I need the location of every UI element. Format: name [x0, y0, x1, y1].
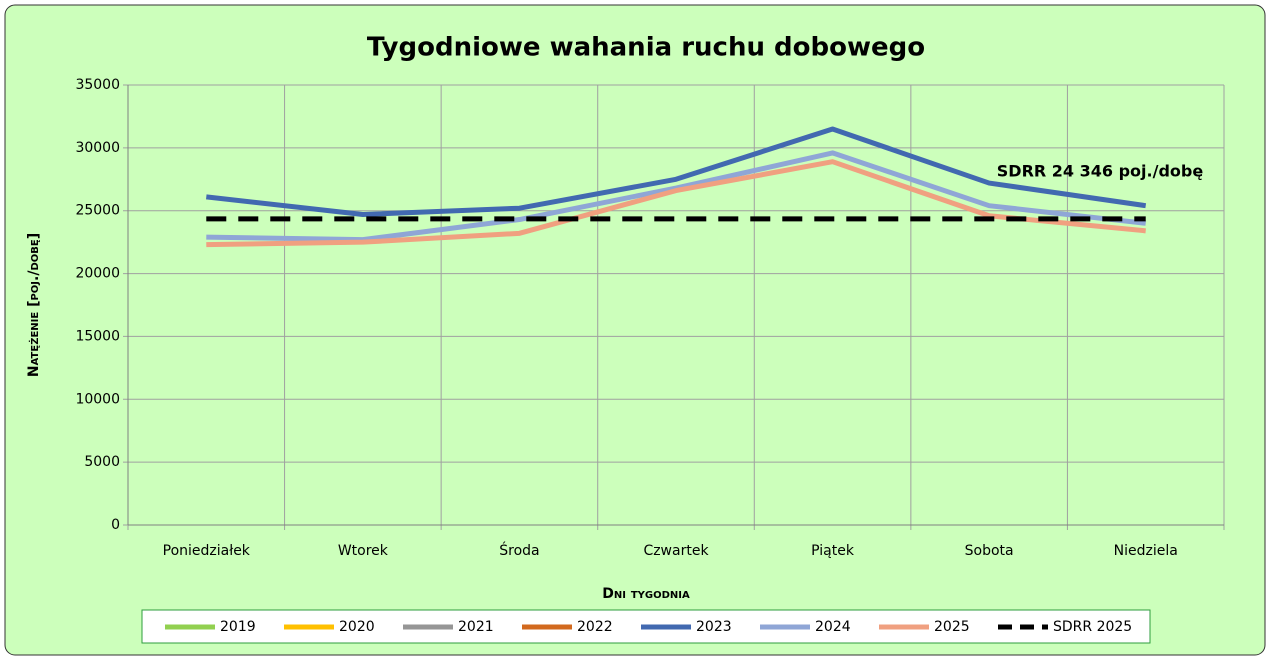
legend-label: SDRR 2025: [1053, 619, 1132, 635]
x-axis-title: Dni tygodnia: [602, 586, 690, 602]
x-tick-label: Poniedziałek: [163, 543, 251, 559]
legend-label: 2022: [577, 619, 613, 635]
y-tick-label: 10000: [75, 391, 120, 407]
y-axis-title: Natężenie [poj./dobę]: [26, 233, 42, 377]
x-tick-label: Środa: [499, 541, 539, 559]
y-tick-label: 25000: [75, 203, 120, 219]
x-tick-label: Sobota: [965, 543, 1014, 559]
chart-title: Tygodniowe wahania ruchu dobowego: [367, 33, 925, 63]
y-tick-label: 30000: [75, 140, 120, 156]
legend-label: 2019: [220, 619, 256, 635]
y-tick-label: 20000: [75, 266, 120, 282]
y-tick-label: 15000: [75, 328, 120, 344]
legend-label: 2025: [934, 619, 970, 635]
x-tick-label: Piątek: [811, 543, 855, 559]
legend-label: 2020: [339, 619, 375, 635]
x-tick-label: Niedziela: [1114, 543, 1178, 559]
series-line: [206, 126, 1147, 217]
series-line: [206, 159, 1146, 248]
x-tick-label: Czwartek: [643, 543, 709, 559]
plot-area: [128, 85, 1224, 525]
y-tick-label: 35000: [75, 77, 120, 93]
legend-label: 2023: [696, 619, 732, 635]
y-tick-label: 5000: [84, 454, 120, 470]
legend-label: 2021: [458, 619, 494, 635]
y-tick-label: 0: [111, 517, 120, 533]
annotation: SDRR 24 346 poj./dobę: [997, 162, 1204, 181]
legend-label: 2024: [815, 619, 851, 635]
x-tick-label: Wtorek: [338, 543, 389, 559]
